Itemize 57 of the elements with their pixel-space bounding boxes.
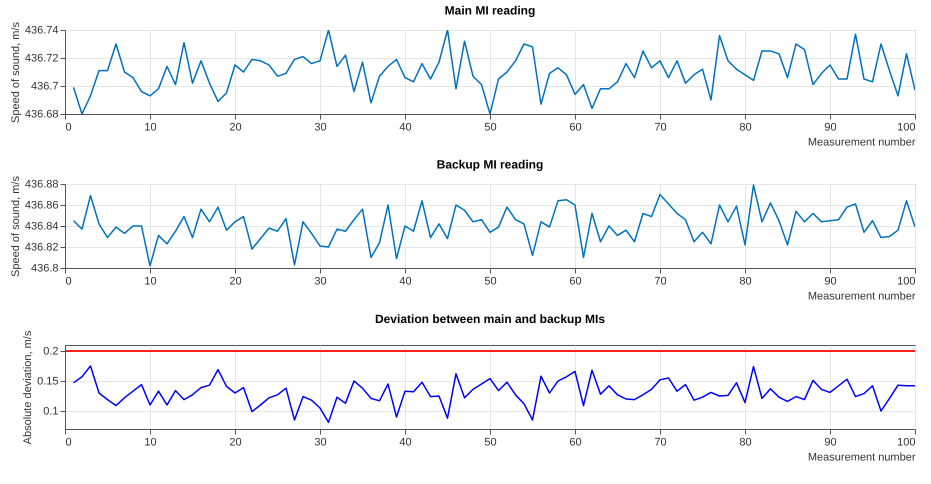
x-tick-label: 80	[739, 122, 752, 134]
x-tick-label: 80	[739, 276, 752, 288]
x-tick-label: 0	[66, 122, 72, 134]
x-tick-label: 100	[897, 436, 916, 448]
chart-title: Backup MI reading	[436, 158, 544, 172]
line-series	[72, 30, 915, 114]
line-series	[72, 184, 915, 267]
x-tick-label: 100	[897, 276, 916, 288]
y-tick-label: 436.86	[24, 200, 58, 212]
x-tick-label: 50	[484, 436, 497, 448]
x-tick-label: 100	[897, 122, 916, 134]
x-tick-label: 10	[144, 436, 157, 448]
y-tick-label: 0.15	[37, 376, 58, 388]
x-tick-label: 40	[399, 122, 412, 134]
y-tick-label: 436.84	[24, 220, 58, 232]
y-axis-title: Absolute deviation, m/s	[22, 330, 34, 444]
x-axis-title: Measurement number	[808, 136, 916, 148]
x-tick-label: 90	[824, 122, 837, 134]
x-tick-label: 0	[66, 276, 72, 288]
y-tick-label: 436.8	[30, 262, 58, 274]
x-tick-label: 70	[654, 276, 667, 288]
y-tick-label: 436.88	[24, 178, 58, 190]
x-tick-label: 20	[229, 276, 242, 288]
x-tick-label: 50	[484, 122, 497, 134]
y-tick-label: 0.1	[43, 406, 58, 418]
x-tick-label: 70	[654, 122, 667, 134]
y-tick-label: 0.2	[43, 346, 58, 358]
x-tick-label: 20	[229, 122, 242, 134]
x-tick-label: 10	[144, 122, 157, 134]
x-axis-title: Measurement number	[808, 290, 916, 302]
x-tick-label: 0	[66, 436, 72, 448]
y-tick-label: 436.74	[24, 24, 58, 36]
x-tick-label: 60	[569, 276, 582, 288]
x-tick-label: 50	[484, 276, 497, 288]
y-tick-label: 436.72	[24, 52, 58, 64]
x-tick-label: 30	[314, 276, 327, 288]
x-tick-label: 60	[569, 122, 582, 134]
x-tick-label: 30	[314, 122, 327, 134]
x-tick-label: 40	[399, 276, 412, 288]
x-tick-label: 30	[314, 436, 327, 448]
chart-title: Main MI reading	[444, 4, 536, 18]
y-axis-title: Speed of sound, m/s	[10, 22, 22, 123]
chart-title: Deviation between main and backup MIs	[374, 312, 606, 326]
line-series	[72, 365, 915, 424]
x-tick-label: 60	[569, 436, 582, 448]
y-tick-label: 436.68	[24, 108, 58, 120]
x-tick-label: 90	[824, 276, 837, 288]
y-axis-title: Speed of sound, m/s	[10, 176, 22, 277]
y-tick-label: 436.7	[30, 80, 58, 92]
x-tick-label: 90	[824, 436, 837, 448]
x-tick-label: 20	[229, 436, 242, 448]
y-tick-label: 436.82	[24, 242, 58, 254]
x-tick-label: 80	[739, 436, 752, 448]
x-tick-label: 40	[399, 436, 412, 448]
x-tick-label: 70	[654, 436, 667, 448]
x-tick-label: 10	[144, 276, 157, 288]
x-axis-title: Measurement number	[808, 452, 916, 464]
